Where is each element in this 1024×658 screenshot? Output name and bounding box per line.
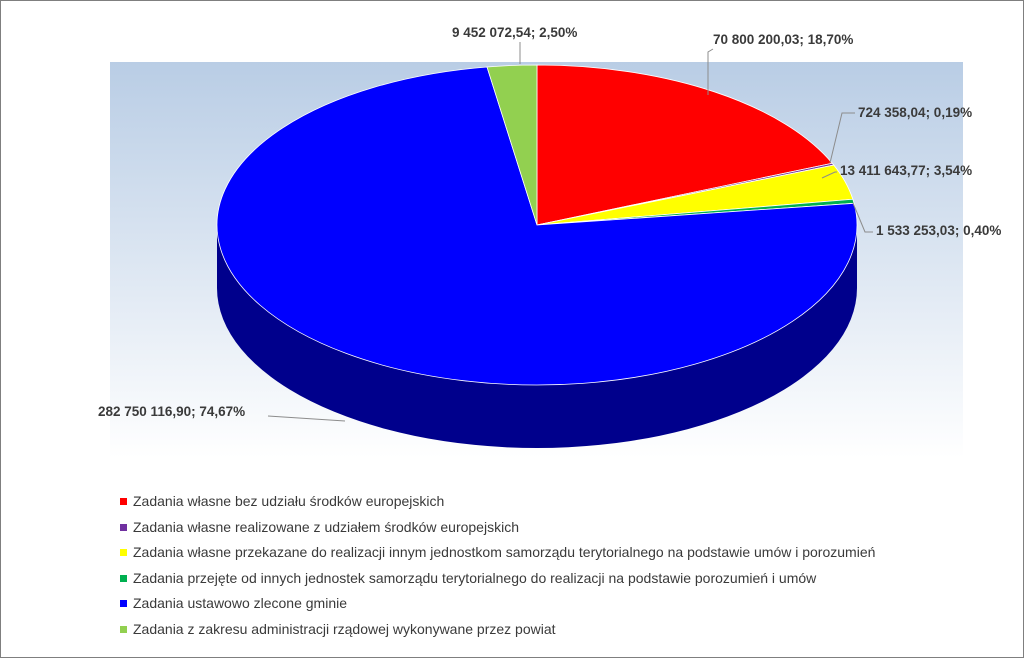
pie-slice-5 [486, 64, 538, 226]
data-label-4: 282 750 116,90; 74,67% [98, 404, 245, 419]
legend: Zadania własne bez udziału środków europ… [120, 489, 875, 642]
legend-swatch [120, 523, 127, 531]
leader-line-4 [267, 415, 346, 422]
legend-item: Zadania własne przekazane do realizacji … [120, 540, 875, 566]
pie-slice-4 [216, 66, 858, 386]
legend-label: Zadania własne realizowane z udziałem śr… [133, 518, 519, 535]
pie-side-4 [217, 225, 857, 448]
data-labels: 70 800 200,03; 18,70% 724 358,04; 0,19% 13… [98, 25, 1001, 419]
legend-label: Zadania własne bez udziału środków europ… [133, 493, 445, 509]
data-label-5: 9 452 072,54; 2,50% [452, 25, 577, 40]
legend-swatch [120, 574, 127, 582]
legend-swatch [120, 600, 127, 608]
pie-sides [217, 225, 857, 448]
data-label-1: 724 358,04; 0,19% [858, 105, 972, 120]
leader-line-0 [707, 48, 714, 95]
legend-label: Zadania własne przekazane do realizacji … [133, 544, 876, 560]
legend-swatch [120, 498, 127, 506]
leader-line-2 [821, 171, 837, 179]
legend-label: Zadania ustawowo zlecone gminie [133, 595, 348, 611]
legend-item: Zadania przejęte od innych jednostek sam… [120, 566, 875, 592]
pie-slice-0 [536, 64, 833, 226]
legend-label: Zadania przejęte od innych jednostek sam… [133, 569, 817, 586]
legend-item: Zadania własne realizowane z udziałem śr… [120, 515, 875, 541]
data-label-3: 1 533 253,03; 0,40% [876, 223, 1001, 238]
data-label-0: 70 800 200,03; 18,70% [713, 32, 853, 47]
legend-item: Zadania własne bez udziału środków europ… [120, 489, 875, 515]
leader-line-3 [852, 202, 873, 233]
legend-label: Zadania z zakresu administracji rządowej… [133, 620, 556, 637]
legend-item: Zadania ustawowo zlecone gminie [120, 591, 875, 617]
legend-swatch [120, 549, 127, 557]
leader-lines [267, 42, 873, 422]
data-label-2: 13 411 643,77; 3,54% [840, 163, 972, 178]
leader-line-1 [829, 112, 855, 164]
legend-item: Zadania z zakresu administracji rządowej… [120, 617, 875, 643]
legend-swatch [120, 625, 127, 633]
pie-top [216, 64, 858, 386]
